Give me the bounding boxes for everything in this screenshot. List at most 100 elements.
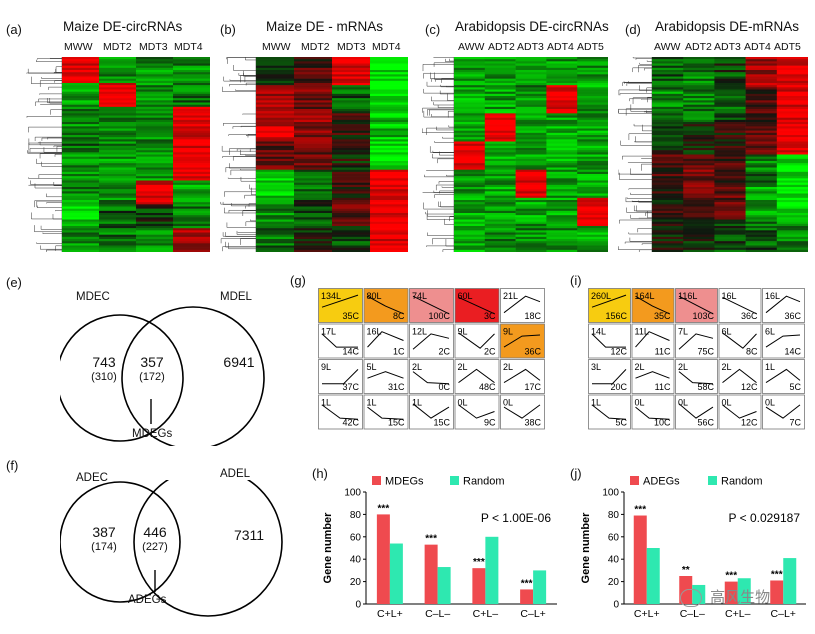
profile-count-l: 5L — [367, 362, 377, 372]
heatmap — [220, 57, 408, 252]
profile-cell: 2L 17C — [500, 359, 545, 394]
venn-left-only: 743 (310) — [91, 354, 117, 384]
profile-cell: 11L 11C — [631, 323, 675, 359]
y-tick-label: 0 — [613, 600, 619, 611]
bar — [737, 578, 751, 604]
profile-count-l: 11L — [635, 327, 649, 337]
profile-cell: 16L 1C — [363, 323, 409, 359]
legend-label: Random — [721, 476, 763, 488]
profile-cell: 3L 20C — [588, 359, 631, 394]
venn-set-label: MDEL — [220, 291, 252, 303]
profile-count-c: 42C — [342, 418, 359, 428]
profile-cell: 0L 12C — [718, 394, 762, 430]
y-tick-label: 80 — [608, 510, 620, 521]
venn-diagram — [60, 480, 283, 617]
profile-cell: 1L 15C — [409, 394, 454, 430]
legend-swatch — [372, 476, 381, 485]
legend-swatch — [450, 476, 459, 485]
significance-label: *** — [634, 505, 646, 516]
profile-cell: 116L 103C — [675, 288, 718, 323]
profile-count-l: 116L — [678, 291, 697, 301]
profile-count-c: 38C — [524, 418, 541, 428]
profile-cell: 6L 14C — [762, 323, 805, 359]
p-value: P < 0.029187 — [728, 511, 800, 525]
column-label: ADT2 — [685, 41, 712, 53]
venn-left-only: 387 (174) — [91, 524, 117, 554]
column-label: MDT2 — [301, 41, 330, 53]
column-label: AWW — [654, 41, 681, 53]
profile-count-l: 164L — [635, 291, 655, 301]
profile-count-l: 16L — [367, 327, 382, 337]
legend-swatch — [630, 476, 639, 485]
profile-count-c: 14C — [784, 347, 801, 357]
heatmap-title: Arabidopsis DE-mRNAs — [655, 19, 800, 34]
profile-cell: 6L 8C — [718, 323, 762, 359]
profile-count-c: 75C — [697, 347, 714, 357]
venn-overlap: 357 (172) — [139, 354, 165, 384]
profile-count-l: 6L — [722, 327, 732, 337]
bar — [472, 568, 486, 604]
profile-cell: 2L 48C — [454, 359, 500, 394]
panel-letter: (i) — [570, 273, 582, 288]
heatmap-cells — [256, 57, 408, 252]
profile-cell: 7L 75C — [675, 323, 718, 359]
profile-count-c: 36C — [784, 311, 801, 321]
venn-set-label: ADEC — [76, 472, 108, 484]
profile-count-c: 8C — [746, 347, 758, 357]
profile-count-l: 2L — [458, 362, 468, 372]
profile-cell: 17L 14C — [318, 323, 363, 359]
heatmap-cells — [652, 57, 808, 252]
column-label: MWW — [64, 41, 93, 53]
y-tick-label: 40 — [608, 555, 620, 566]
profile-count-c: 100C — [428, 311, 450, 321]
profile-cell: 12L 2C — [409, 323, 454, 359]
profile-count-l: 9L — [458, 327, 468, 337]
profile-cell: 1L 42C — [318, 394, 363, 430]
profile-count-c: 12C — [610, 347, 627, 357]
profile-cell: 1L 5C — [762, 359, 805, 394]
profile-cell: 9L 36C — [500, 323, 545, 359]
x-tick-label: C–L– — [680, 608, 705, 620]
profile-count-l: 1L — [321, 398, 331, 408]
heatmap — [618, 57, 808, 252]
profile-count-l: 80L — [367, 291, 382, 301]
heatmap — [422, 57, 608, 252]
panel-letter: (a) — [6, 22, 22, 37]
column-label: ADT5 — [577, 41, 604, 53]
profile-count-c: 35C — [654, 311, 671, 321]
heatmap-title: Maize DE - mRNAs — [266, 19, 384, 34]
bar — [424, 544, 438, 604]
significance-label: *** — [771, 569, 783, 580]
profile-count-c: 56C — [697, 418, 714, 428]
profile-count-c: 10C — [654, 418, 671, 428]
significance-label: *** — [378, 503, 390, 514]
heatmap — [26, 57, 210, 252]
profile-count-l: 12L — [412, 327, 427, 337]
bar — [376, 514, 390, 604]
heatmap-cells — [454, 57, 608, 252]
profile-count-c: 9C — [484, 418, 496, 428]
profile-count-c: 58C — [697, 382, 714, 392]
profile-count-c: 15C — [388, 418, 405, 428]
column-label: MDT4 — [174, 41, 203, 53]
panel-letter: (f) — [6, 458, 19, 473]
significance-label: *** — [521, 578, 533, 589]
profile-count-l: 17L — [321, 327, 336, 337]
profile-grid: 134L35C80L8C74L100C60L3C21L18C17L14C16L1… — [318, 288, 545, 430]
profile-cell: 80L 8C — [363, 288, 409, 323]
profile-count-l: 7L — [678, 327, 688, 337]
profile-count-l: 1L — [765, 362, 775, 372]
profile-count-l: 1L — [367, 398, 377, 408]
profile-count-c: 36C — [524, 347, 541, 357]
profile-count-c: 15C — [433, 418, 450, 428]
significance-label: *** — [473, 557, 485, 568]
y-axis-label: Gene number — [322, 512, 334, 584]
profile-count-l: 14L — [591, 327, 606, 337]
panel-letter: (j) — [570, 466, 582, 481]
heatmap-cells — [62, 57, 210, 252]
bar — [646, 548, 660, 604]
bar — [724, 581, 738, 604]
profile-count-l: 9L — [503, 327, 513, 337]
profile-count-l: 74L — [412, 291, 427, 301]
